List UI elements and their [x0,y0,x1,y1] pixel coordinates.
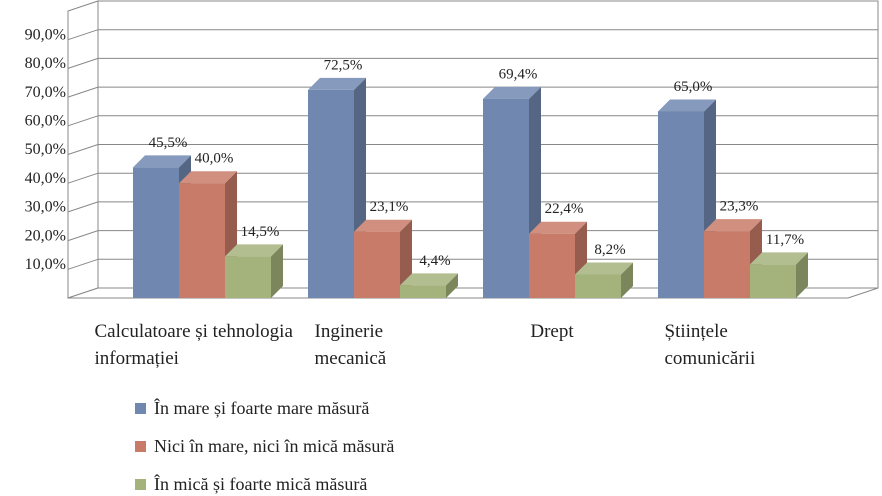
value-label: 65,0% [674,79,713,95]
bar [133,167,179,298]
bar-top [179,171,237,184]
legend-swatch [135,403,146,414]
legend-item: În mare și foarte mare măsură [135,398,369,419]
bar-top [529,221,587,234]
legend-swatch [135,441,146,452]
x-tick-label: Calculatoare și tehnologia informației [94,321,293,369]
bar-top [225,244,283,257]
value-label: 23,1% [370,199,409,215]
legend-item: Nici în mare, nici în mică măsură [135,436,394,457]
bar-top [133,155,191,168]
grid-line-side [67,201,99,213]
grid-line-side [67,230,99,242]
value-label: 14,5% [241,224,280,240]
value-label: 40,0% [195,151,234,167]
bar-side [271,244,283,298]
legend-label: În mare și foarte mare măsură [154,398,370,418]
bar-side [796,252,808,298]
grid-line-side [67,57,99,69]
bar-top [658,99,716,112]
value-label: 22,4% [545,201,584,217]
value-label: 45,5% [149,135,188,151]
bar [704,231,750,298]
value-label: 11,7% [766,232,804,248]
bar-top [483,86,541,99]
y-tick-label: 40,0% [25,170,66,187]
bar [225,256,271,298]
y-tick-label: 50,0% [25,141,66,158]
y-tick-label: 10,0% [25,256,66,273]
y-tick-label: 20,0% [25,227,66,244]
x-tick-label: Inginerie mecanică [314,321,387,369]
bar [529,233,575,298]
grid-line-side [67,172,99,184]
legend-label: În mică și foarte mică măsură [154,474,368,494]
legend-item: În mică și foarte mică măsură [135,474,367,495]
value-label: 8,2% [594,242,625,258]
value-label: 69,4% [499,66,538,82]
value-label: 23,3% [720,199,759,215]
y-tick-label: 80,0% [25,55,66,72]
y-tick-label: 90,0% [25,26,66,43]
bar [575,274,621,298]
bar-top [704,219,762,232]
value-label: 4,4% [419,253,450,269]
bar [400,285,446,298]
bar-side [621,262,633,298]
bar-side [446,273,458,298]
grid-line-side [67,86,99,98]
bar-top [400,273,458,286]
legend-label: Nici în mare, nici în mică măsură [154,436,395,456]
bar [354,231,400,298]
y-tick-label: 60,0% [25,112,66,129]
bar [483,98,529,299]
bar [308,89,354,298]
grid-line-side [67,115,99,127]
bar-top [354,219,412,232]
bar-top [750,252,808,265]
bar-top [575,262,633,275]
x-tick-label: Științele comunicării [664,321,756,369]
grid-line-side [67,29,99,41]
x-tick-label: Drept [530,321,574,342]
grid-line-side [67,258,99,270]
legend-swatch [135,479,146,490]
value-label: 72,5% [324,57,363,73]
grid-line-side [67,144,99,155]
bar [179,183,225,298]
y-tick-label: 70,0% [25,84,66,101]
bar [750,264,796,298]
bar [658,111,704,298]
y-tick-label: 30,0% [25,199,66,216]
bar-top [308,77,366,90]
